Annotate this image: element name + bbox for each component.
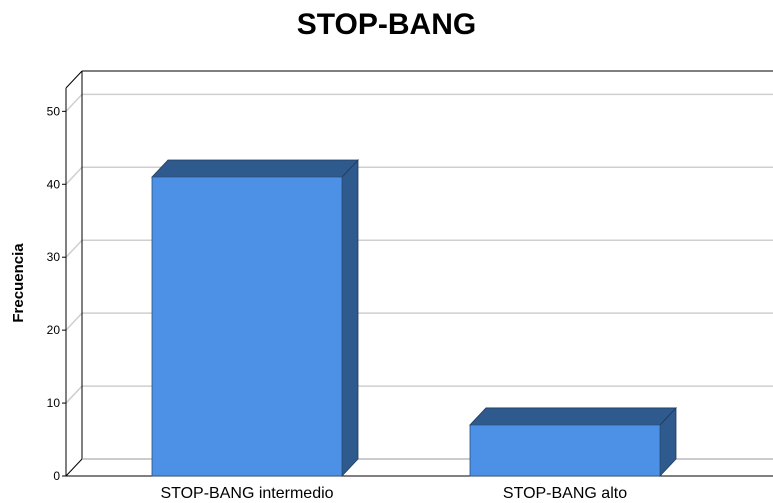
bar-side	[341, 158, 359, 478]
label-layer: 0 10 20 30 40 50 Frecuencia STOP-BANG intermedi…	[10, 104, 627, 502]
x-category-label: STOP-BANG alto	[503, 485, 627, 502]
side-wall-top	[65, 70, 83, 89]
gridline-side	[65, 385, 83, 404]
gridline-side	[65, 239, 83, 258]
chart-title: STOP-BANG	[296, 8, 477, 41]
y-tick-label: 20	[47, 323, 61, 337]
bar-layer	[151, 158, 677, 478]
gridline-side	[65, 93, 83, 112]
y-tick-label: 0	[53, 469, 60, 483]
gridline-side	[65, 312, 83, 331]
y-tick-label: 40	[47, 177, 61, 191]
bar-top	[151, 159, 359, 178]
floor-left-edge	[65, 458, 83, 477]
gridline-side	[65, 166, 83, 185]
y-axis-label: Frecuencia	[10, 243, 27, 323]
y-tick-label: 10	[47, 396, 61, 410]
bar	[151, 176, 343, 477]
bar	[469, 424, 661, 477]
y-tick-label: 50	[47, 104, 61, 118]
x-category-label: STOP-BANG intermedio	[160, 485, 333, 502]
bar-top	[469, 407, 677, 426]
y-tick-label: 30	[47, 250, 61, 264]
